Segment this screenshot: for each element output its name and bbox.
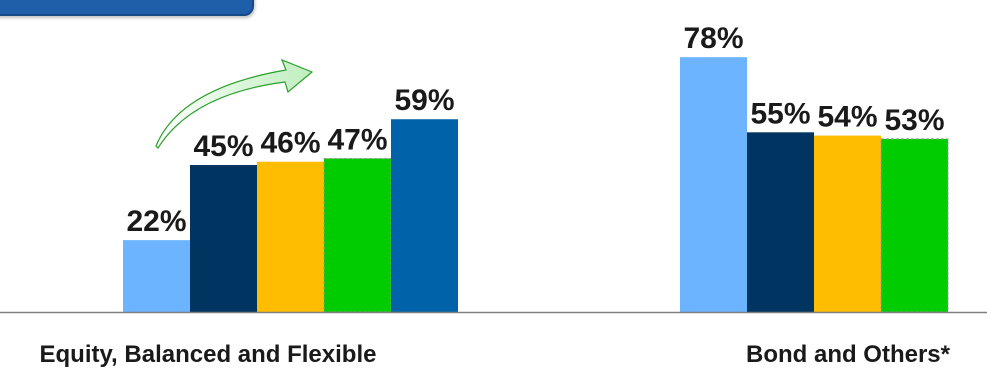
category-label: Bond and Others* (746, 341, 951, 368)
data-label: 53% (884, 104, 944, 137)
increase-arrow-icon (155, 58, 314, 149)
data-label: 22% (126, 205, 186, 238)
data-label: 45% (193, 130, 253, 163)
bar (123, 240, 190, 312)
bar (391, 119, 458, 312)
bar (880, 138, 949, 313)
data-label: 59% (394, 84, 454, 117)
bar (814, 135, 881, 312)
data-label: 46% (260, 127, 320, 160)
data-label: 47% (327, 123, 387, 156)
data-label: 55% (750, 97, 810, 130)
data-label: 78% (683, 22, 743, 55)
category-label: Equity, Balanced and Flexible (40, 341, 377, 368)
bar (747, 132, 814, 312)
bar (680, 57, 747, 313)
header-tab (0, 0, 254, 16)
bar (257, 161, 324, 312)
data-label: 54% (817, 101, 877, 134)
bar (323, 157, 392, 313)
bar (190, 164, 257, 312)
